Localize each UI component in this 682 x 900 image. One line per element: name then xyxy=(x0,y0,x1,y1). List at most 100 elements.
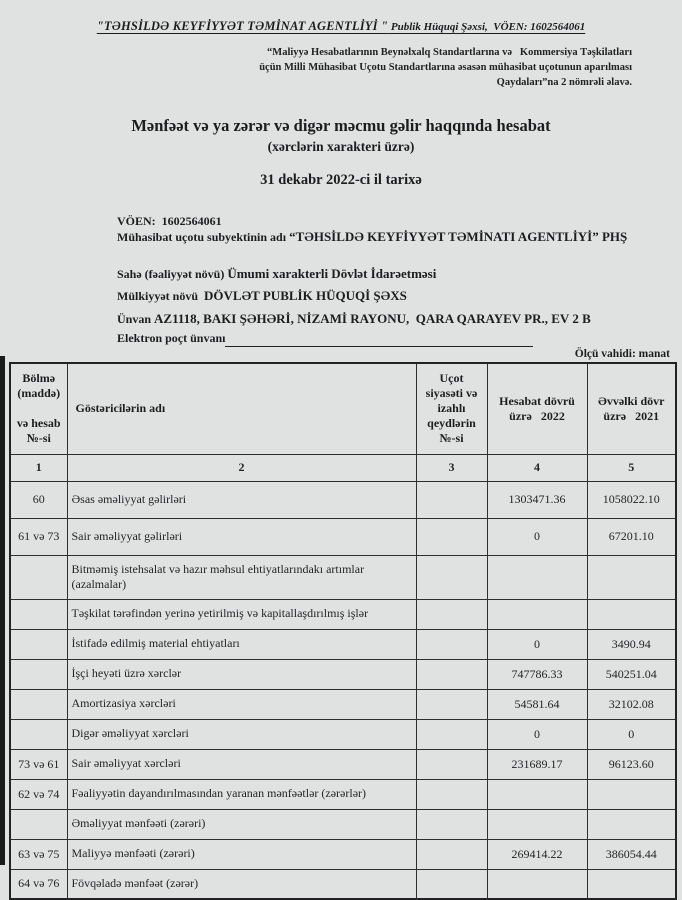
ownership-label: Mülkiyyət növü xyxy=(117,289,205,304)
column-number-2: 2 xyxy=(66,453,417,482)
row-2022 xyxy=(486,778,588,810)
row-code xyxy=(9,598,68,630)
table-row: Digər əməliyyat xərcləri 0 0 xyxy=(9,718,677,750)
email-label: Elektron poçt ünvanı xyxy=(117,330,226,345)
table-row: Əməliyyat mənfəəti (zərəri) xyxy=(9,808,677,840)
voen-line: VÖEN: 1602564061 xyxy=(117,213,222,228)
row-name: Təşkilat tərəfindən yerinə yetirilmiş və… xyxy=(66,598,417,630)
regulation-line-1: “Maliyyə Hesabatlarının Beynəlxalq Stand… xyxy=(267,47,632,58)
row-2021: 67201.10 xyxy=(586,517,677,556)
sector-label: Sahə (fəaliyyət növü) xyxy=(117,266,228,281)
row-note xyxy=(415,718,488,750)
subject-value: “TƏHSİLDƏ KEYFİYYƏT TƏMİNATI AGENTLİYİ” … xyxy=(289,228,628,244)
sector-line: Sahə (fəaliyyət növü) Ümumi xarakterli D… xyxy=(117,263,682,286)
row-code xyxy=(9,808,68,840)
table-row: İstifadə edilmiş material ehtiyatları 0 … xyxy=(9,628,677,660)
row-name: Digər əməliyyat xərcləri xyxy=(66,718,417,750)
row-2021 xyxy=(586,808,677,840)
ownership-line: Mülkiyyət növü DÖVLƏT PUBLİK HÜQUQİ ŞƏXS xyxy=(117,285,682,308)
ownership-value: DÖVLƏT PUBLİK HÜQUQİ ŞƏXS xyxy=(204,288,407,304)
row-note xyxy=(415,838,488,870)
row-code xyxy=(9,554,68,600)
row-2021 xyxy=(586,778,677,810)
row-2022 xyxy=(486,554,588,600)
row-2021 xyxy=(586,554,677,600)
row-2022: 0 xyxy=(486,517,588,556)
table-row: Amortizasiya xərcləri 54581.64 32102.08 xyxy=(9,688,677,720)
document-page: "TƏHSİLDƏ KEYFİYYƏT TƏMİNAT AGENTLİYİ " … xyxy=(0,19,682,900)
row-2022: 231689.17 xyxy=(486,748,588,780)
row-note xyxy=(415,778,488,810)
report-title: Mənfəət və ya zərər və digər məcmu gəlir… xyxy=(131,115,551,135)
row-code xyxy=(9,628,68,660)
row-2022: 0 xyxy=(486,628,588,660)
row-2022 xyxy=(486,808,588,840)
header-reporting-period: Hesabat dövrü üzrə 2022 xyxy=(486,362,588,455)
row-code: 61 və 73 xyxy=(9,517,68,556)
row-note xyxy=(415,688,488,720)
row-note xyxy=(415,554,488,600)
table-row: Bitməmiş istehsalat və hazır məhsul ehti… xyxy=(9,554,677,600)
table-row: 62 və 74 Fəaliyyətin dayandırılmasından … xyxy=(9,778,677,810)
table-row: 63 və 75 Maliyyə mənfəəti (zərəri) 26941… xyxy=(9,838,677,870)
email-blank-field[interactable] xyxy=(225,332,534,347)
subject-label: Mühasibat uçotu subyektinin adı xyxy=(117,229,290,244)
column-number-row: 1 2 3 4 5 xyxy=(9,453,677,482)
row-code xyxy=(9,718,68,750)
row-2022: 54581.64 xyxy=(486,688,588,720)
row-note xyxy=(415,658,488,690)
regulation-reference-block: “Maliyyə Hesabatlarının Beynəlxalq Stand… xyxy=(252,45,632,91)
row-note xyxy=(415,598,488,630)
table-header-row: Bölmə (maddə) və hesab №-si Göstəricilər… xyxy=(9,362,677,455)
table-row: 60 Əsas əməliyyat gəlirləri 1303471.36 1… xyxy=(9,480,677,519)
row-note xyxy=(415,628,488,660)
organization-legal-suffix: Publik Hüquqi Şəxsi, VÖEN: 1602564061 xyxy=(388,21,586,33)
income-statement-table: Bölmə (maddə) və hesab №-si Göstəricilər… xyxy=(9,361,677,900)
row-2022: 0 xyxy=(486,718,588,750)
row-name: Amortizasiya xərcləri xyxy=(66,688,417,720)
table-row: Təşkilat tərəfindən yerinə yetirilmiş və… xyxy=(9,598,677,630)
row-name: İşçi heyəti üzrə xərclər xyxy=(66,658,417,690)
row-2021: 3490.94 xyxy=(586,628,677,660)
column-number-3: 3 xyxy=(415,453,488,482)
row-2022 xyxy=(486,598,588,630)
email-line: Elektron poçt ünvanı xyxy=(117,330,682,347)
row-code xyxy=(9,658,68,690)
entity-info-block: VÖEN: 1602564061 Mühasibat uçotu subyekt… xyxy=(117,213,682,347)
column-number-1: 1 xyxy=(9,453,68,482)
row-note xyxy=(415,480,488,519)
row-2022: 1303471.36 xyxy=(486,480,588,519)
row-2021: 1058022.10 xyxy=(586,480,677,519)
row-2022: 747786.33 xyxy=(486,658,588,690)
unit-of-measure-note: Ölçü vahidi: manat xyxy=(574,347,670,360)
regulation-line-2: üçün Milli Mühasibat Uçotu Standartların… xyxy=(259,62,632,74)
table-row: 73 və 61 Sair əməliyyat xərcləri 231689.… xyxy=(9,748,677,780)
report-date: 31 dekabr 2022-ci il tarixə xyxy=(260,171,422,188)
header-indicator-name: Göstəricilərin adı xyxy=(66,362,417,455)
column-number-5: 5 xyxy=(586,453,677,482)
row-name: Sair əməliyyat xərcləri xyxy=(66,748,417,780)
address-label: Ünvan xyxy=(117,311,155,326)
row-note xyxy=(415,808,488,840)
sector-value: Ümumi xarakterli Dövlət İdarəetməsi xyxy=(227,265,437,281)
row-2021: 386054.44 xyxy=(586,838,677,870)
address-line: Ünvan AZ1118, BAKI ŞƏHƏRİ, NİZAMİ RAYONU… xyxy=(117,308,682,330)
table-row: İşçi heyəti üzrə xərclər 747786.33 54025… xyxy=(9,658,677,690)
row-name: Maliyyə mənfəəti (zərəri) xyxy=(66,838,417,870)
row-code: 60 xyxy=(9,480,68,519)
address-value: AZ1118, BAKI ŞƏHƏRİ, NİZAMİ RAYONU, QARA… xyxy=(154,310,591,326)
row-name: Əməliyyat mənfəəti (zərəri) xyxy=(66,808,417,840)
table-row: 61 və 73 Sair əməliyyat gəlirləri 0 6720… xyxy=(9,517,677,556)
header-notes-number: Uçot siyasəti və izahlı qeydlərin №-si xyxy=(415,362,488,455)
organization-name: "TƏHSİLDƏ KEYFİYYƏT TƏMİNAT AGENTLİYİ " xyxy=(96,19,389,33)
row-name: Fəaliyyətin dayandırılmasından yaranan m… xyxy=(66,778,417,810)
row-2022: 269414.22 xyxy=(486,838,588,870)
row-note xyxy=(415,517,488,556)
scan-edge-strip xyxy=(0,356,5,865)
row-name: Bitməmiş istehsalat və hazır məhsul ehti… xyxy=(66,554,417,600)
row-note xyxy=(415,748,488,780)
row-code: 63 və 75 xyxy=(9,838,68,870)
row-2021: 32102.08 xyxy=(586,688,677,720)
row-2021: 96123.60 xyxy=(586,748,677,780)
row-2021: 0 xyxy=(586,718,677,750)
